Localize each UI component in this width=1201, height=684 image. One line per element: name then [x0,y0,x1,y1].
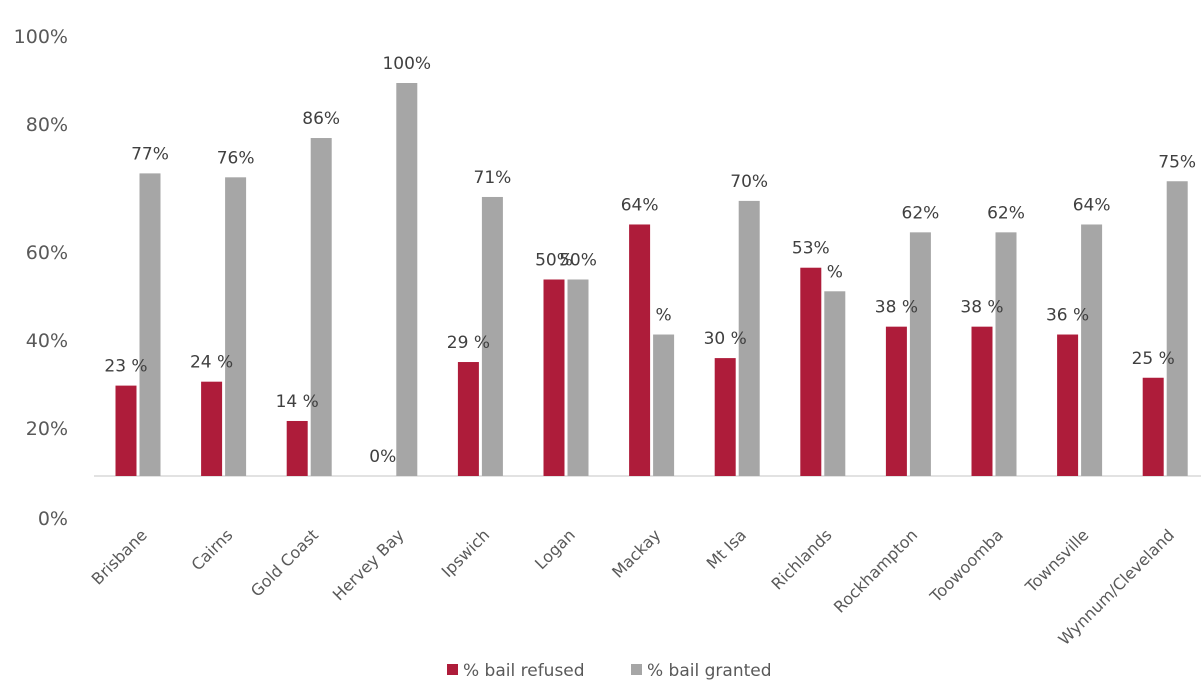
bar-refused [457,362,479,476]
y-tick-label: 60% [26,242,68,264]
bar-granted [225,177,247,476]
data-label-granted: 62% [987,203,1025,223]
data-label-refused: 25 % [1132,349,1175,369]
x-tick-label: Gold Coast [247,525,322,600]
bar-refused [1142,377,1164,476]
data-label-refused: 38 % [875,298,918,318]
legend-label-refused: % bail refused [463,661,585,681]
y-tick-label: 40% [26,330,68,352]
x-tick-label: Logan [531,525,579,573]
data-label-refused: 29 % [447,333,490,353]
bar-granted [738,200,760,476]
bar-refused [543,279,565,476]
data-label-refused: 30 % [704,329,747,349]
bar-refused [115,385,137,476]
data-label-refused: 38 % [960,298,1003,318]
x-tick-label: Brisbane [88,525,151,588]
x-tick-label: Ipswich [438,525,494,581]
y-tick-label: 20% [26,418,68,440]
bar-granted [481,196,503,476]
data-label-granted: % [827,262,843,282]
y-axis: 0% 20% 40% 60% 80% 100% [14,26,68,530]
data-label-refused: 23 % [104,357,147,377]
data-label-granted: 75% [1158,152,1196,172]
bars [115,83,1188,476]
y-tick-label: 0% [38,508,68,530]
bar-refused [971,326,993,476]
data-label-granted: 77% [131,144,169,164]
y-tick-label: 100% [14,26,68,48]
data-label-refused: 53% [792,239,830,259]
bar-granted [653,334,675,476]
bar-granted [139,173,161,476]
data-label-granted: 64% [1073,195,1111,215]
bar-refused [800,267,822,476]
bar-granted [995,232,1017,476]
x-tick-label: Rockhampton [830,525,921,616]
data-label-refused: 24 % [190,353,233,373]
data-label-granted: 100% [382,54,431,74]
legend-swatch-refused [447,664,458,675]
data-label-refused: 64% [621,195,659,215]
bar-granted [396,83,418,476]
bar-granted [909,232,931,476]
x-tick-label: Richlands [767,525,835,593]
x-tick-label: Hervey Bay [329,525,408,604]
data-label-refused: 14 % [276,392,319,412]
data-label-granted: 50% [559,251,597,271]
data-label-refused: 36 % [1046,306,1089,326]
bar-granted [824,291,846,476]
data-label-granted: 86% [302,109,340,129]
data-label-refused: 50% [535,251,573,271]
data-labels: 23 % 77% 24 % 76% 14 % 86% 0% 100% 29 % 71% 50%50%… [104,54,1196,467]
bar-refused [286,420,308,476]
data-label-granted: 70% [730,172,768,192]
data-label-refused: 0% [369,447,396,467]
bar-granted [1166,181,1188,476]
bar-refused [714,358,736,476]
legend-swatch-granted [631,664,642,675]
legend: % bail refused % bail granted [447,661,772,681]
data-label-granted: 76% [217,148,255,168]
data-label-granted: 62% [902,203,940,223]
x-tick-label: Mt Isa [703,525,750,572]
bar-granted [310,138,332,476]
x-tick-label: Townsville [1021,525,1092,596]
bar-granted [567,279,589,476]
bar-refused [1057,334,1079,476]
bar-refused [885,326,907,476]
legend-label-granted: % bail granted [647,661,772,681]
x-axis: Brisbane Cairns Gold Coast Hervey Bay Ipswic… [88,525,1178,649]
bar-granted [1081,224,1103,476]
data-label-granted: 71% [474,168,512,188]
x-tick-label: Mackay [608,525,664,581]
data-label-granted: % [656,306,672,326]
y-tick-label: 80% [26,114,68,136]
x-tick-label: Cairns [187,525,236,574]
bar-refused [201,381,223,476]
x-tick-label: Toowoomba [926,525,1007,606]
bar-refused [629,224,651,476]
